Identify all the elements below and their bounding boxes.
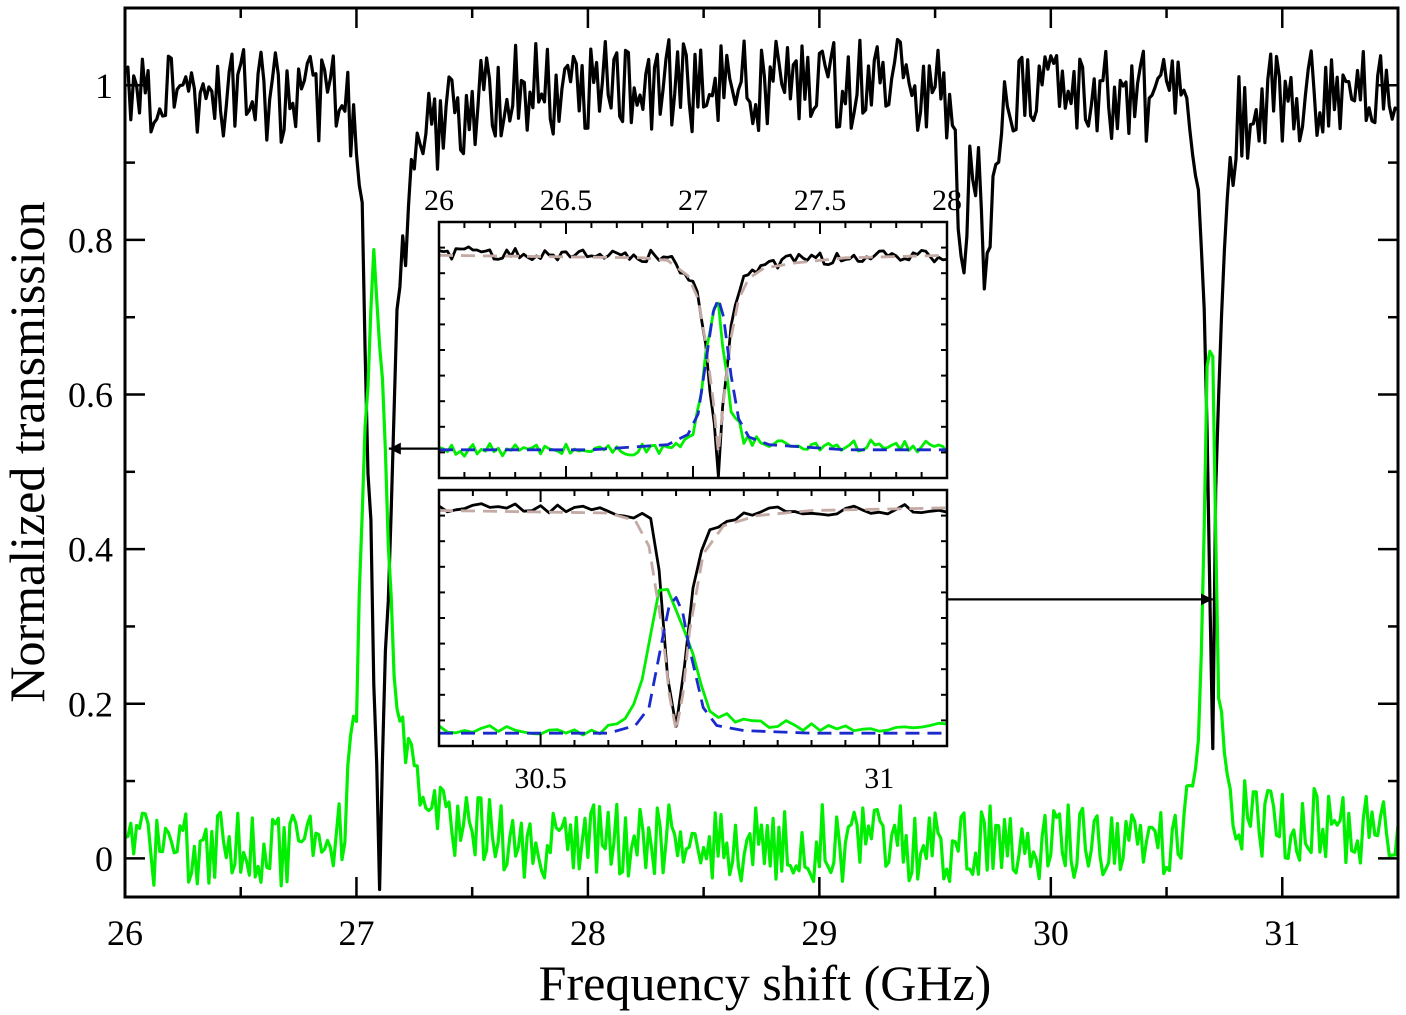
main-frame — [123, 6, 1400, 899]
inset-bottom-x-tick-label: 31 — [864, 762, 894, 795]
inset-top-x-tick-label: 28 — [932, 184, 962, 217]
x-axis-title: Frequency shift (GHz) — [539, 955, 992, 1011]
inset-bottom-series-3 — [439, 596, 947, 735]
inset-top-x-tick-label: 27 — [678, 184, 708, 217]
main-y-tick-label: 0 — [95, 839, 113, 879]
inset-top-x-tick-label: 27.5 — [794, 184, 847, 217]
inset-top-series-2 — [439, 253, 947, 454]
main-x-tick-label: 27 — [338, 913, 374, 953]
inset-top-plot: 26 26.5 27 27.5 28 — [424, 184, 962, 480]
main-x-tick-label: 30 — [1033, 913, 1069, 953]
main-y-tick-label: 0.4 — [68, 530, 113, 570]
main-y-tick-label: 1 — [95, 66, 113, 106]
inset-bottom-series-2 — [439, 506, 947, 732]
inset-bottom-series-0 — [439, 502, 947, 728]
main-series-0 — [125, 37, 1398, 892]
y-axis-title: Normalized transmission — [0, 201, 55, 702]
main-series-1 — [125, 248, 1398, 888]
main-x-tick-label: 28 — [570, 913, 606, 953]
main-y-tick-label: 0.2 — [68, 684, 113, 724]
main-x-tick-label: 26 — [107, 913, 143, 953]
main-x-tick-label: 29 — [801, 913, 837, 953]
main-x-tick-label: 31 — [1264, 913, 1300, 953]
main-y-tick-label: 0.6 — [68, 375, 113, 415]
inset-bottom-plot: 30.5 31 — [437, 488, 949, 795]
inset-bottom-x-tick-label: 30.5 — [514, 762, 567, 795]
main-plot: 26 27 28 29 30 31 0 0.2 0.4 0.6 0.8 1 — [68, 6, 1400, 953]
inset-top-series-0 — [439, 245, 947, 478]
inset-top-x-tick-label: 26 — [424, 184, 454, 217]
inset-bottom-series-1 — [439, 588, 947, 737]
inset-bottom-background — [439, 490, 947, 746]
annotation-arrows — [388, 442, 1213, 606]
main-y-tick-label: 0.8 — [68, 221, 113, 261]
inset-top-x-tick-label: 26.5 — [540, 184, 593, 217]
